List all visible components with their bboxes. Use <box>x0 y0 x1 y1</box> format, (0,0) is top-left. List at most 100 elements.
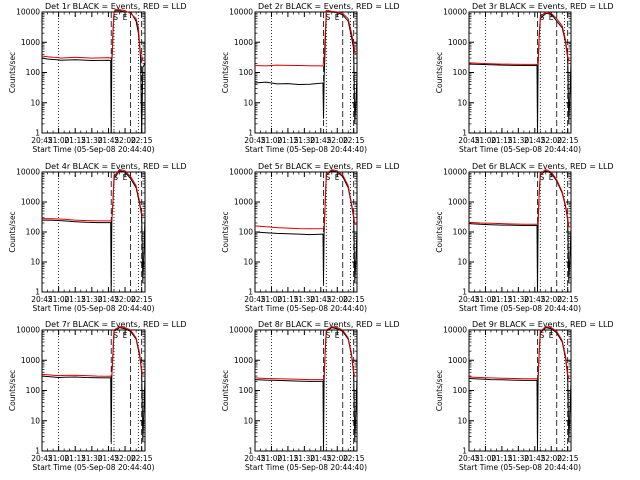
x-axis-label: Start Time (05-Sep-08 20:44:40) <box>33 463 155 472</box>
x-tick-label: 21:15 <box>64 454 86 463</box>
panel-det-9r: 1 10 100 1000 10000 20:4521:0021:1521:3021:45… <box>435 320 614 472</box>
x-tick-label: 22:15 <box>557 136 579 145</box>
x-axis-label: Start Time (05-Sep-08 20:44:40) <box>245 463 367 472</box>
x-tick-label: 21:30 <box>508 136 530 145</box>
x-tick-label: 21:15 <box>277 454 299 463</box>
x-tick-label: 21:15 <box>491 295 513 304</box>
series-line-events <box>41 10 146 134</box>
x-tick-label: 21:00 <box>48 136 70 145</box>
y-tick-label: 10000 <box>443 168 467 177</box>
y-tick-label: 1000 <box>448 356 467 365</box>
y-tick-label: 1 <box>35 447 40 456</box>
panel-det-3r: 1 10 100 1000 10000 20:4521:0021:1521:3021:45… <box>435 2 614 154</box>
panel-det-8r: 1 10 100 1000 10000 20:4521:0021:1521:3021:45… <box>221 320 400 472</box>
x-tick-label: 20:45 <box>31 136 53 145</box>
y-axis-label: Counts/sec <box>8 211 17 252</box>
x-tick-label: 21:45 <box>98 454 120 463</box>
y-axis-label: Counts/sec <box>221 52 230 93</box>
y-tick-label: 10 <box>457 258 467 267</box>
panel-det-4r: 1 10 100 1000 10000 20:4521:0021:1521:3021:45… <box>8 162 187 313</box>
y-tick-label: 10000 <box>229 8 253 17</box>
y-tick-label: 100 <box>453 386 468 395</box>
y-tick-label: 1 <box>248 447 253 456</box>
y-axis-label: Counts/sec <box>435 211 444 252</box>
x-tick-label: 21:00 <box>48 454 70 463</box>
y-tick-label: 1000 <box>234 356 253 365</box>
x-tick-label: 21:30 <box>294 136 316 145</box>
panel-title: Det 8r BLACK = Events, RED = LLD <box>258 320 400 329</box>
plot-frame <box>254 11 358 134</box>
event-label-e: E <box>123 13 128 22</box>
x-tick-label: 22:15 <box>343 454 365 463</box>
x-tick-label: 20:45 <box>458 136 480 145</box>
series-line-lld <box>41 326 145 377</box>
x-tick-label: 21:15 <box>64 136 86 145</box>
y-axis-label: Counts/sec <box>8 52 17 93</box>
plot-frame <box>41 171 146 293</box>
series-line-lld <box>254 10 358 67</box>
y-tick-label: 1000 <box>21 198 40 207</box>
series-line-events <box>468 170 572 293</box>
event-label-s: S <box>326 331 331 340</box>
y-tick-label: 10 <box>243 258 253 267</box>
plot-frame <box>254 329 358 452</box>
x-tick-label: 22:00 <box>540 136 562 145</box>
plot-frame <box>41 329 146 452</box>
x-axis-label: Start Time (05-Sep-08 20:44:40) <box>459 145 581 154</box>
x-tick-label: 21:00 <box>475 295 497 304</box>
x-tick-label: 22:15 <box>131 295 153 304</box>
x-tick-label: 20:45 <box>458 454 480 463</box>
y-axis-label: Counts/sec <box>435 370 444 411</box>
x-tick-label: 21:45 <box>310 295 332 304</box>
x-tick-label: 21:15 <box>491 454 513 463</box>
x-tick-label: 22:00 <box>326 136 348 145</box>
series-line-lld <box>254 326 357 381</box>
series-line-lld <box>468 169 571 228</box>
y-tick-label: 10 <box>243 98 253 107</box>
y-axis-label: Counts/sec <box>221 211 230 252</box>
x-tick-label: 21:00 <box>261 295 283 304</box>
x-tick-label: 21:45 <box>524 454 546 463</box>
x-axis-label: Start Time (05-Sep-08 20:44:40) <box>459 304 581 313</box>
x-tick-label: 22:15 <box>343 295 365 304</box>
x-tick-label: 21:00 <box>261 454 283 463</box>
x-tick-label: 22:00 <box>326 454 348 463</box>
event-label-e: E <box>335 331 340 340</box>
x-tick-label: 21:00 <box>475 136 497 145</box>
series-line-events <box>41 327 146 442</box>
plot-frame <box>468 11 572 134</box>
event-label-s: S <box>113 331 118 340</box>
y-tick-label: 10 <box>243 416 253 425</box>
event-label-s: S <box>326 173 331 182</box>
y-tick-label: 100 <box>453 68 468 77</box>
y-tick-label: 1000 <box>234 198 253 207</box>
x-tick-label: 22:15 <box>131 454 153 463</box>
y-tick-label: 10000 <box>16 8 40 17</box>
x-tick-label: 21:00 <box>48 295 70 304</box>
panel-title: Det 5r BLACK = Events, RED = LLD <box>258 162 400 171</box>
x-tick-label: 20:45 <box>244 454 266 463</box>
x-tick-label: 21:00 <box>475 454 497 463</box>
x-tick-label: 22:00 <box>114 454 136 463</box>
x-tick-label: 22:15 <box>557 454 579 463</box>
x-tick-label: 21:30 <box>81 136 103 145</box>
x-tick-label: 22:15 <box>131 136 153 145</box>
series-line-events <box>468 327 572 452</box>
event-label-s: S <box>540 173 545 182</box>
x-axis-label: Start Time (05-Sep-08 20:44:40) <box>33 304 155 313</box>
x-tick-label: 20:45 <box>31 295 53 304</box>
x-tick-label: 21:45 <box>310 454 332 463</box>
panel-title: Det 7r BLACK = Events, RED = LLD <box>45 320 187 329</box>
y-tick-label: 1 <box>35 288 40 297</box>
series-line-lld <box>41 169 145 222</box>
y-tick-label: 100 <box>239 386 254 395</box>
series-line-events <box>468 12 572 134</box>
x-tick-label: 21:45 <box>98 136 120 145</box>
x-tick-label: 22:00 <box>540 454 562 463</box>
event-label-s: S <box>113 13 118 22</box>
x-axis-label: Start Time (05-Sep-08 20:44:40) <box>459 463 581 472</box>
event-label-e: E <box>123 173 128 182</box>
panel-det-1r: 1 10 100 1000 10000 20:4521:0021:1521:3021:45… <box>8 2 187 154</box>
panel-det-5r: 1 10 100 1000 10000 20:4521:0021:1521:3021:45… <box>221 162 400 313</box>
